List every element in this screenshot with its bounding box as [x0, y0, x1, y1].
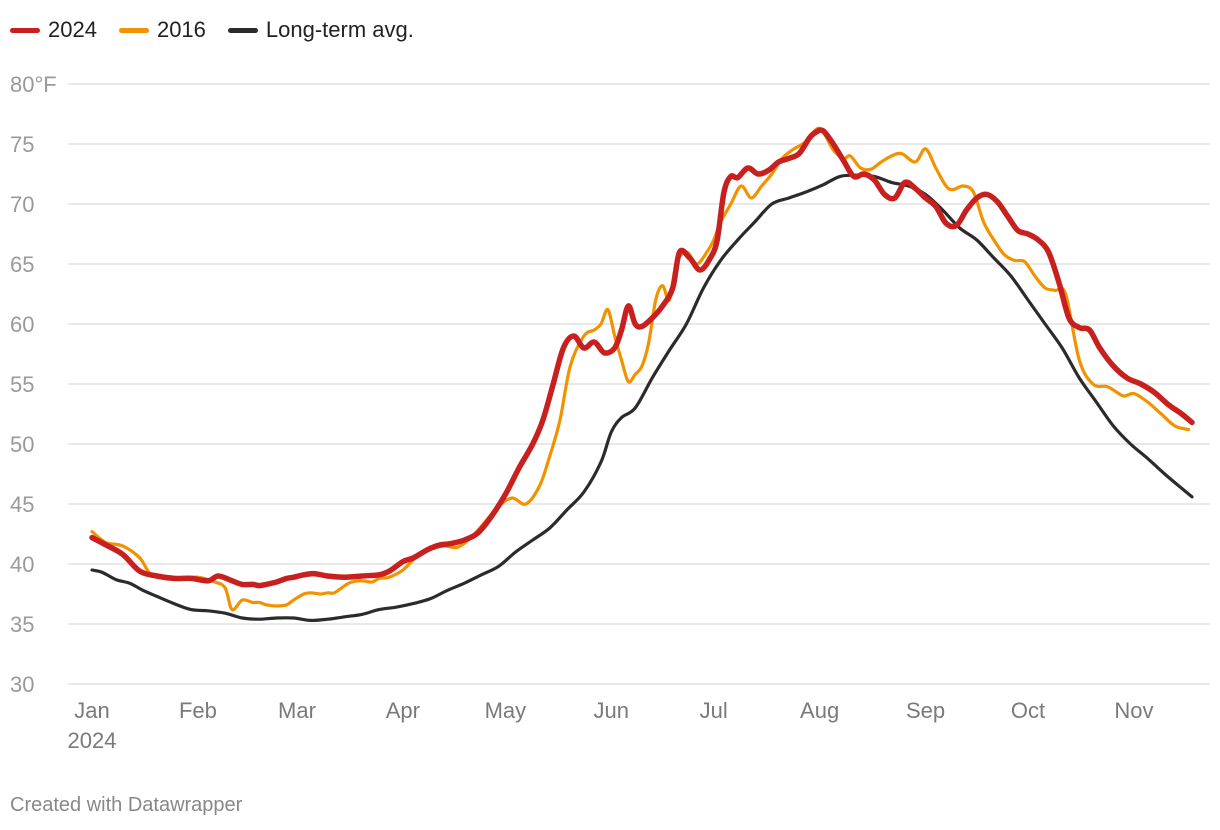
legend-item-long-term-avg: Long-term avg.: [227, 17, 414, 43]
x-tick-sublabel: 2024: [68, 728, 117, 753]
x-tick-label: Jun: [594, 698, 629, 723]
legend-swatch: [227, 27, 258, 33]
x-tick-label: Mar: [278, 698, 316, 723]
credit-text: Created with Datawrapper: [10, 794, 243, 816]
legend-label: 2016: [156, 17, 206, 42]
series-lines: [89, 126, 1195, 623]
legend-item-2024: 2024: [10, 17, 97, 43]
x-tick-label: Sep: [906, 698, 945, 723]
x-tick-label: May: [485, 698, 527, 723]
x-tick-label: Feb: [179, 698, 217, 723]
y-tick-label: 70: [10, 192, 34, 217]
y-tick-label: 65: [10, 252, 34, 277]
y-tick-label: 35: [10, 612, 34, 637]
y-tick-label: 75: [10, 132, 34, 157]
y-tick-label: 30: [10, 672, 34, 697]
y-axis-ticks: 80°F 75 70 65 60 55 50 45 40 35 30: [10, 72, 57, 697]
y-tick-label: 40: [10, 552, 34, 577]
x-tick-label: Nov: [1114, 698, 1153, 723]
x-tick-label: Apr: [386, 698, 420, 723]
x-tick-label: Oct: [1011, 698, 1045, 723]
legend-label: 2024: [48, 17, 97, 42]
x-tick-label: Jul: [700, 698, 728, 723]
x-axis-ticks: Jan 2024 Feb Mar Apr May Jun Jul Aug Sep Oct Nov: [68, 698, 1154, 753]
legend-swatch: [10, 27, 40, 33]
legend-label: Long-term avg.: [265, 17, 414, 42]
y-tick-label: 60: [10, 312, 34, 337]
series-line-2024: [89, 127, 1195, 589]
series-line-long-term-avg: [90, 173, 1194, 623]
legend-swatch: [118, 27, 149, 33]
legend-item-2016: 2016: [118, 17, 206, 43]
y-tick-label: 55: [10, 372, 34, 397]
grid-lines: [68, 83, 1210, 685]
chart-legend: 2024 2016 Long-term avg.: [10, 14, 414, 46]
y-tick-label: 45: [10, 492, 34, 517]
x-tick-label: Aug: [800, 698, 839, 723]
series-line-2016: [90, 126, 1191, 612]
y-tick-label: 80°F: [10, 72, 57, 97]
y-tick-label: 50: [10, 432, 34, 457]
x-tick-label: Jan: [74, 698, 109, 723]
